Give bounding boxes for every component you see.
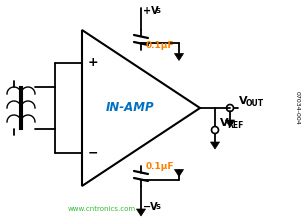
Text: +V: +V bbox=[143, 6, 159, 16]
Text: 0.1μF: 0.1μF bbox=[146, 162, 175, 171]
Text: V: V bbox=[220, 118, 229, 128]
Text: −: − bbox=[88, 146, 98, 160]
Polygon shape bbox=[136, 209, 146, 216]
Text: REF: REF bbox=[227, 121, 244, 130]
Polygon shape bbox=[225, 120, 234, 127]
Text: 07034-004: 07034-004 bbox=[294, 91, 299, 125]
Polygon shape bbox=[175, 53, 184, 61]
Text: S: S bbox=[155, 8, 160, 14]
Text: V: V bbox=[239, 96, 248, 106]
Text: www.cntronics.com: www.cntronics.com bbox=[68, 206, 136, 212]
Text: S: S bbox=[155, 204, 160, 210]
Text: OUT: OUT bbox=[246, 99, 264, 108]
Text: 0.1μF: 0.1μF bbox=[146, 41, 175, 50]
Text: −V: −V bbox=[143, 202, 159, 212]
Polygon shape bbox=[82, 30, 200, 186]
Polygon shape bbox=[175, 170, 184, 177]
Text: +: + bbox=[88, 56, 98, 70]
Text: IN-AMP: IN-AMP bbox=[106, 102, 154, 114]
Polygon shape bbox=[210, 142, 219, 149]
